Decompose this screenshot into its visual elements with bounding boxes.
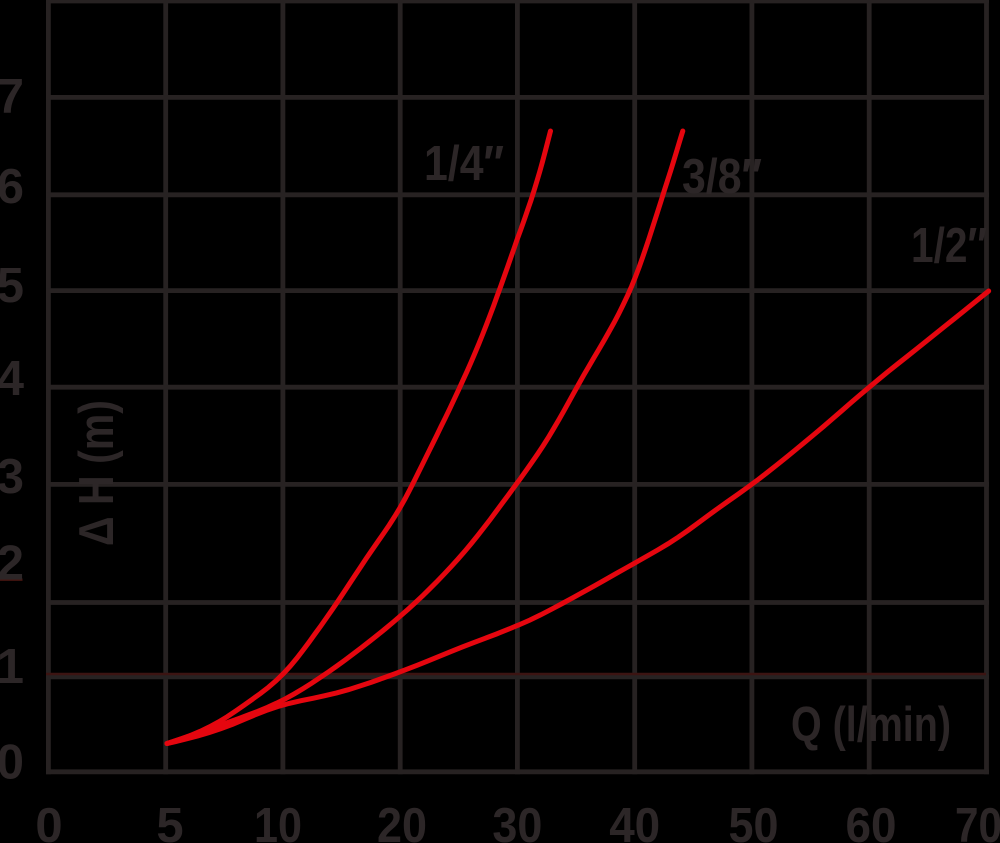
svg-text:5: 5 <box>0 259 24 313</box>
svg-text:1/2″: 1/2″ <box>911 219 987 273</box>
svg-text:50: 50 <box>729 799 779 843</box>
svg-text:60: 60 <box>846 799 897 843</box>
svg-text:Q (l/min): Q (l/min) <box>791 698 951 752</box>
svg-text:1/4″: 1/4″ <box>424 137 504 191</box>
svg-text:20: 20 <box>377 799 427 843</box>
svg-text:5: 5 <box>156 799 183 843</box>
svg-text:7: 7 <box>0 70 24 124</box>
svg-text:6: 6 <box>0 160 24 214</box>
svg-text:4: 4 <box>0 352 24 406</box>
svg-text:Δ H (m): Δ H (m) <box>70 400 124 546</box>
svg-text:3/8″: 3/8″ <box>682 150 762 204</box>
svg-text:40: 40 <box>609 799 660 843</box>
svg-text:1: 1 <box>0 640 24 694</box>
svg-text:0: 0 <box>35 799 62 843</box>
svg-text:30: 30 <box>492 799 542 843</box>
svg-text:2: 2 <box>0 537 24 591</box>
svg-text:10: 10 <box>254 799 302 843</box>
svg-text:3: 3 <box>0 450 24 504</box>
svg-text:0: 0 <box>0 735 24 789</box>
svg-text:70: 70 <box>955 799 1000 843</box>
